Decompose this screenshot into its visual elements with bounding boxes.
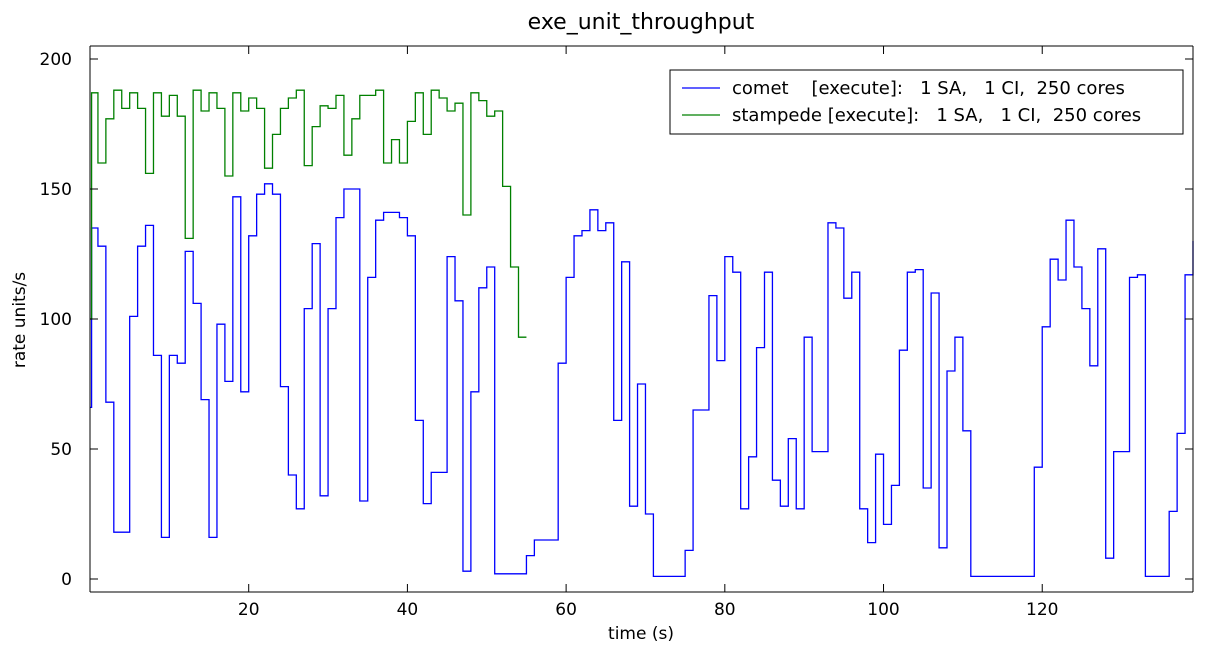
legend: comet [execute]: 1 SA, 1 CI, 250 cores st…	[669, 69, 1184, 135]
x-tick-label-100: 100	[867, 600, 899, 620]
y-tick-label-100: 100	[40, 310, 72, 330]
plot-area: 0 50 100 150 200 20 40 60 80 100 120	[40, 45, 1194, 620]
y-tick-label-150: 150	[40, 180, 72, 200]
x-tick-label-40: 40	[397, 600, 419, 620]
y-tick-label-50: 50	[50, 440, 72, 460]
legend-label-1: stampede [execute]: 1 SA, 1 CI, 250 core…	[732, 105, 1141, 126]
x-axis-label: time (s)	[608, 624, 674, 644]
x-tick-label-120: 120	[1026, 600, 1058, 620]
legend-label-0: comet [execute]: 1 SA, 1 CI, 250 cores	[732, 78, 1125, 99]
series-line-1	[90, 89, 527, 338]
y-tick-label-0: 0	[61, 570, 72, 590]
series-line-0	[90, 183, 1194, 578]
legend-box	[669, 69, 1184, 135]
x-tick-label-80: 80	[714, 600, 736, 620]
x-tick-label-60: 60	[555, 600, 577, 620]
y-tick-label-200: 200	[40, 50, 72, 70]
chart-title: exe_unit_throughput	[528, 10, 755, 35]
x-tick-label-20: 20	[238, 600, 260, 620]
y-axis-label: rate units/s	[10, 272, 30, 368]
